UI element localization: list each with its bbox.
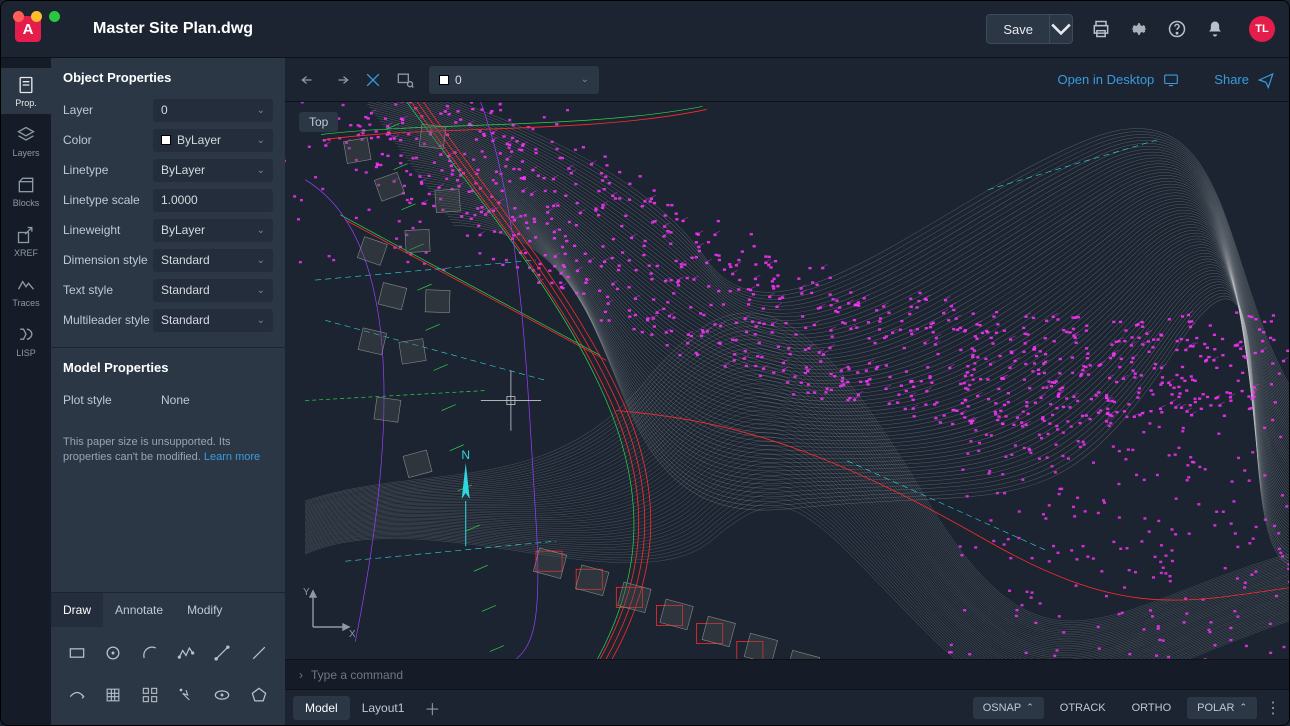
prop-field-dimstyle[interactable]: Standard⌄ bbox=[153, 249, 273, 272]
prop-field-linetype[interactable]: ByLayer⌄ bbox=[153, 159, 273, 182]
prop-label-layer: Layer bbox=[63, 103, 153, 117]
tool-hatch-icon[interactable] bbox=[95, 679, 131, 711]
chevron-right-icon: › bbox=[299, 668, 303, 682]
compass-n: N bbox=[461, 448, 470, 462]
rail-label: Traces bbox=[12, 298, 39, 308]
view-label[interactable]: Top bbox=[299, 112, 338, 132]
bell-icon[interactable] bbox=[1205, 19, 1225, 39]
save-label: Save bbox=[987, 15, 1050, 43]
snap-icon[interactable] bbox=[363, 70, 383, 90]
avatar[interactable]: TL bbox=[1249, 16, 1275, 42]
rail-item-xref[interactable]: XREF bbox=[1, 218, 51, 264]
add-layout-button[interactable]: ＋ bbox=[416, 692, 448, 724]
prop-value-plotstyle: None bbox=[153, 393, 273, 407]
save-button[interactable]: Save bbox=[986, 14, 1073, 44]
tool-line-icon[interactable] bbox=[204, 637, 240, 669]
prop-label-dimstyle: Dimension style bbox=[63, 253, 153, 267]
prop-label-linescale: Linetype scale bbox=[63, 193, 153, 207]
prop-label-color: Color bbox=[63, 133, 153, 147]
tool-tabs: Draw Annotate Modify bbox=[51, 592, 285, 627]
share-link[interactable]: Share bbox=[1214, 71, 1275, 89]
zoom-window-icon[interactable] bbox=[395, 70, 415, 90]
draw-tools bbox=[51, 627, 285, 725]
command-prompt: Type a command bbox=[311, 668, 403, 682]
command-bar[interactable]: › Type a command bbox=[285, 659, 1289, 689]
rail-item-traces[interactable]: Traces bbox=[1, 268, 51, 314]
mac-close-icon[interactable] bbox=[13, 11, 24, 22]
learn-more-link[interactable]: Learn more bbox=[204, 451, 260, 463]
prop-label-textstyle: Text style bbox=[63, 283, 153, 297]
desktop-icon bbox=[1162, 73, 1180, 87]
send-icon bbox=[1257, 71, 1275, 89]
status-ortho[interactable]: ORTHO bbox=[1122, 697, 1182, 719]
file-title: Master Site Plan.dwg bbox=[93, 20, 253, 38]
status-polar[interactable]: POLAR⌃ bbox=[1187, 697, 1257, 719]
help-icon[interactable] bbox=[1167, 19, 1187, 39]
prop-label-mleader: Multileader style bbox=[63, 313, 153, 327]
tool-point-icon[interactable] bbox=[168, 679, 204, 711]
print-icon[interactable] bbox=[1091, 19, 1111, 39]
undo-icon[interactable] bbox=[299, 70, 319, 90]
mac-minimize-icon[interactable] bbox=[31, 11, 42, 22]
unsupported-notice: This paper size is unsupported. Its prop… bbox=[51, 427, 285, 478]
status-otrack[interactable]: OTRACK bbox=[1050, 697, 1116, 719]
rail-item-blocks[interactable]: Blocks bbox=[1, 168, 51, 214]
object-properties-header: Object Properties bbox=[51, 58, 285, 95]
prop-label-lineweight: Lineweight bbox=[63, 223, 153, 237]
rail-label: Blocks bbox=[13, 198, 40, 208]
prop-field-textstyle[interactable]: Standard⌄ bbox=[153, 279, 273, 302]
tool-tab-modify[interactable]: Modify bbox=[175, 593, 234, 627]
tool-polyline-icon[interactable] bbox=[168, 637, 204, 669]
tool-array-icon[interactable] bbox=[132, 679, 168, 711]
titlebar: A Master Site Plan.dwg Save TL bbox=[1, 1, 1289, 58]
tool-ellipse-icon[interactable] bbox=[204, 679, 240, 711]
properties-panel: Object Properties Layer 0⌄ Color ByLayer… bbox=[51, 58, 285, 725]
redo-icon[interactable] bbox=[331, 70, 351, 90]
prop-label-linetype: Linetype bbox=[63, 163, 153, 177]
prop-label-plotstyle: Plot style bbox=[63, 393, 153, 407]
model-properties-header: Model Properties bbox=[51, 348, 285, 385]
tool-circle-icon[interactable] bbox=[95, 637, 131, 669]
tool-polygon-icon[interactable] bbox=[241, 679, 277, 711]
tool-spline-icon[interactable] bbox=[59, 679, 95, 711]
prop-field-layer[interactable]: 0⌄ bbox=[153, 99, 273, 122]
open-in-desktop-link[interactable]: Open in Desktop bbox=[1057, 72, 1180, 87]
nav-rail: Prop. Layers Blocks XREF Traces LISP bbox=[1, 58, 51, 725]
layer-dropdown[interactable]: 0 ⌄ bbox=[429, 66, 599, 94]
rail-item-prop[interactable]: Prop. bbox=[1, 68, 51, 114]
bottom-bar: Model Layout1 ＋ OSNAP⌃ OTRACK ORTHO POLA… bbox=[285, 689, 1289, 725]
canvas-toolbar: 0 ⌄ Open in Desktop Share bbox=[285, 58, 1289, 102]
svg-text:Y: Y bbox=[303, 587, 310, 598]
save-menu-caret-icon[interactable] bbox=[1050, 15, 1072, 43]
tool-tab-annotate[interactable]: Annotate bbox=[103, 593, 175, 627]
ucs-icon: X Y bbox=[299, 583, 355, 639]
prop-field-mleader[interactable]: Standard⌄ bbox=[153, 309, 273, 332]
tool-rectangle-icon[interactable] bbox=[59, 637, 95, 669]
layout-tab-layout1[interactable]: Layout1 bbox=[350, 696, 417, 720]
mac-zoom-icon[interactable] bbox=[49, 11, 60, 22]
layout-tab-model[interactable]: Model bbox=[293, 696, 350, 720]
more-settings-icon[interactable]: ⋮ bbox=[1265, 698, 1281, 718]
rail-label: Layers bbox=[12, 148, 39, 158]
rail-label: XREF bbox=[14, 248, 38, 258]
tool-tab-draw[interactable]: Draw bbox=[51, 593, 103, 627]
svg-text:X: X bbox=[349, 629, 355, 639]
layer-swatch-icon bbox=[439, 75, 449, 85]
rail-item-layers[interactable]: Layers bbox=[1, 118, 51, 164]
rail-label: LISP bbox=[16, 348, 36, 358]
drawing-canvas[interactable]: Top bbox=[285, 102, 1289, 659]
prop-field-color[interactable]: ByLayer⌄ bbox=[153, 129, 273, 152]
tool-arc-icon[interactable] bbox=[132, 637, 168, 669]
rail-label: Prop. bbox=[15, 98, 37, 108]
prop-field-linescale[interactable]: 1.0000 bbox=[153, 189, 273, 212]
prop-field-lineweight[interactable]: ByLayer⌄ bbox=[153, 219, 273, 242]
rail-item-lisp[interactable]: LISP bbox=[1, 318, 51, 364]
gear-icon[interactable] bbox=[1129, 19, 1149, 39]
tool-ray-icon[interactable] bbox=[241, 637, 277, 669]
color-swatch-icon bbox=[161, 135, 171, 145]
status-osnap[interactable]: OSNAP⌃ bbox=[973, 697, 1044, 719]
